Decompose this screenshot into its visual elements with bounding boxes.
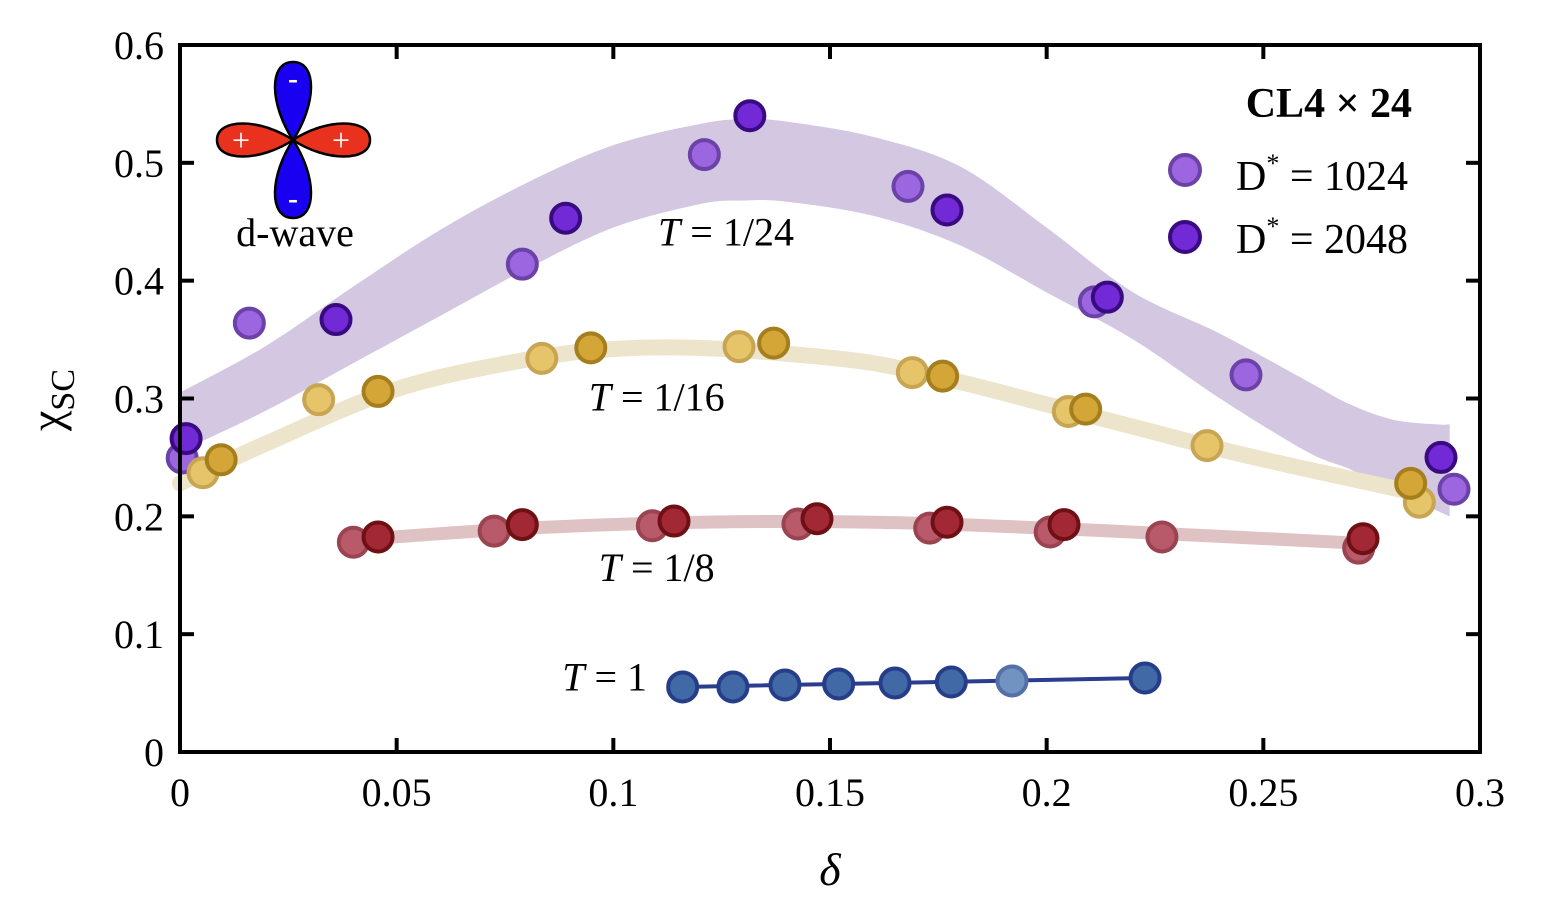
point-s7-3 [822,667,856,701]
point-s4-1 [477,514,511,548]
y-axis-label-sub: SC [45,369,82,411]
axes: 0 0.05 0.1 0.15 0.2 0.25 0.3 0 0.1 0.2 0.3 0.4 0.5 0.… [114,23,1505,815]
point-s3-2 [574,331,608,365]
point-s0-2 [505,247,539,281]
point-s3-1 [361,374,395,408]
point-s2-3 [722,330,756,364]
plus-right: + [332,122,350,158]
point-s0-1 [232,306,266,340]
point-s1-2 [549,201,583,235]
point-s5-1 [505,508,539,542]
lobe-top-icon [273,60,313,143]
point-s1-1 [319,303,353,337]
point-s3-5 [1069,392,1103,426]
x-tick-label: 0.25 [1228,770,1298,815]
annotation-label: T = 1 [562,655,647,700]
legend-marker-1024 [1168,153,1202,187]
point-s2-2 [525,341,559,375]
point-s7-4 [878,666,912,700]
legend-marker-2048 [1168,220,1202,254]
point-s5-0 [361,520,395,554]
point-s3-6 [1394,466,1428,500]
point-s4-6 [1145,520,1179,554]
point-s0-7 [1437,472,1471,506]
annotations: T = 1/24 T = 1/16 T = 1/8 T = 1 [562,209,794,699]
point-s1-3 [733,99,767,133]
point-s3-0 [204,443,238,477]
svg-text:χSC: χSC [21,369,82,432]
plus-left: + [232,122,250,158]
point-s7-0 [666,670,700,704]
points-layer [165,99,1471,704]
point-s5-5 [1047,508,1081,542]
point-s1-5 [1090,280,1124,314]
point-s6-0 [995,664,1029,698]
inset-label: d-wave [236,210,354,255]
lobe-bottom-icon [273,137,313,220]
point-s5-4 [930,505,964,539]
curve-2 [680,676,1148,689]
annotation-label: T = 1/8 [599,545,715,590]
y-tick-label: 0.6 [114,23,164,68]
lobe-left-icon [215,122,296,158]
point-s3-4 [926,359,960,393]
x-tick-label: 0 [170,770,190,815]
lobe-right-icon [290,122,372,158]
band-layer [180,119,1450,517]
x-axis-label: δ [819,844,841,895]
y-tick-label: 0 [144,730,164,775]
point-s5-2 [657,504,691,538]
legend-label-2048: D* = 2048 [1236,212,1408,263]
annotation-label: T = 1/24 [658,209,794,254]
y-axis-label-main: χ [21,410,72,432]
point-s7-5 [934,665,968,699]
y-tick-label: 0.1 [114,612,164,657]
point-s1-6 [1424,440,1458,474]
point-s2-6 [1190,429,1224,463]
x-tick-label: 0.3 [1455,770,1505,815]
y-tick-label: 0.3 [114,377,164,422]
x-tick-label: 0.1 [588,770,638,815]
annotation-label: T = 1/16 [589,374,725,419]
minus-top: - [288,62,298,95]
legend-title: CL4 × 24 [1246,81,1412,127]
x-tick-label: 0.05 [362,770,432,815]
minus-bottom: - [288,182,298,215]
point-s5-6 [1346,522,1380,556]
y-tick-label: 0.2 [114,494,164,539]
point-s5-3 [800,502,834,536]
legend-label-1024: D* = 1024 [1236,149,1408,200]
x-tick-label: 0.15 [795,770,865,815]
x-tick-label: 0.2 [1022,770,1072,815]
point-s2-1 [302,383,336,417]
point-s0-4 [891,169,925,203]
point-s2-4 [895,356,929,390]
legend: CL4 × 24 D* = 1024 D* = 2048 [1168,81,1412,263]
y-axis-label: χSC [21,369,82,432]
point-s7-1 [716,670,750,704]
point-s3-3 [757,326,791,360]
band-t-1-24 [180,119,1450,517]
point-s7-6 [1128,661,1162,695]
point-s1-4 [930,193,964,227]
y-tick-label: 0.5 [114,141,164,186]
y-tick-label: 0.4 [114,259,164,304]
point-s0-6 [1229,358,1263,392]
point-s7-2 [768,668,802,702]
point-s0-3 [687,138,721,172]
curve-0 [172,339,1432,505]
d-wave-inset: - - + + d-wave [215,60,372,255]
point-s1-0 [169,422,203,456]
